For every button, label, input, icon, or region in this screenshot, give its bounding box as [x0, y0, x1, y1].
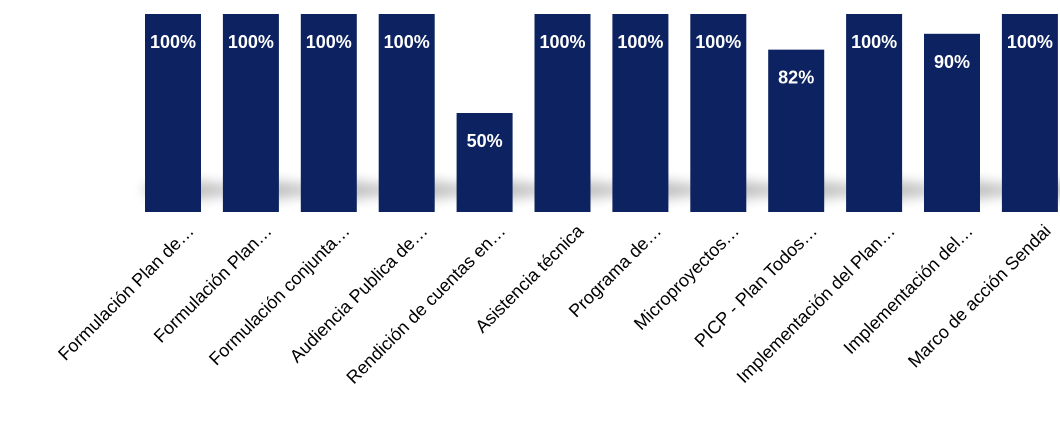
category-label: Formulación Plan de…	[54, 221, 198, 365]
data-label: 100%	[306, 32, 352, 52]
category-labels-group: Formulación Plan de…Formulación Plan…For…	[54, 220, 1055, 388]
bar	[145, 14, 201, 212]
data-label: 100%	[384, 32, 430, 52]
category-label: Marco de acción Sendai	[904, 221, 1055, 372]
category-label: Audiencia Publica de…	[286, 221, 432, 367]
data-label: 100%	[1007, 32, 1053, 52]
bar	[378, 14, 435, 212]
bar	[300, 14, 357, 212]
data-label: 100%	[851, 32, 897, 52]
bar	[690, 14, 747, 212]
data-label: 82%	[778, 68, 814, 88]
bar	[612, 14, 669, 212]
bar	[456, 113, 513, 212]
bar	[924, 33, 980, 212]
data-label: 100%	[228, 32, 274, 52]
data-label: 100%	[150, 32, 196, 52]
data-labels-group: 100% 100% 100% 100% 50% 100% 100% 100% 82% 100% 90…	[150, 32, 1053, 151]
data-label: 90%	[934, 52, 970, 72]
data-label: 100%	[617, 32, 663, 52]
category-label: Formulación conjunta…	[205, 221, 354, 370]
bar	[534, 14, 591, 212]
data-label: 100%	[539, 32, 585, 52]
bar	[222, 14, 279, 212]
bar	[846, 14, 903, 212]
bar	[768, 49, 825, 212]
data-label: 50%	[467, 131, 503, 151]
data-label: 100%	[695, 32, 741, 52]
bar-shadows	[143, 181, 1060, 199]
bars-group	[145, 14, 1058, 212]
category-label: Implementación del Plan…	[733, 221, 899, 387]
bar	[1001, 14, 1058, 212]
category-label: Rendición de cuentas en…	[342, 221, 509, 388]
category-label: Implementación del…	[840, 221, 977, 358]
